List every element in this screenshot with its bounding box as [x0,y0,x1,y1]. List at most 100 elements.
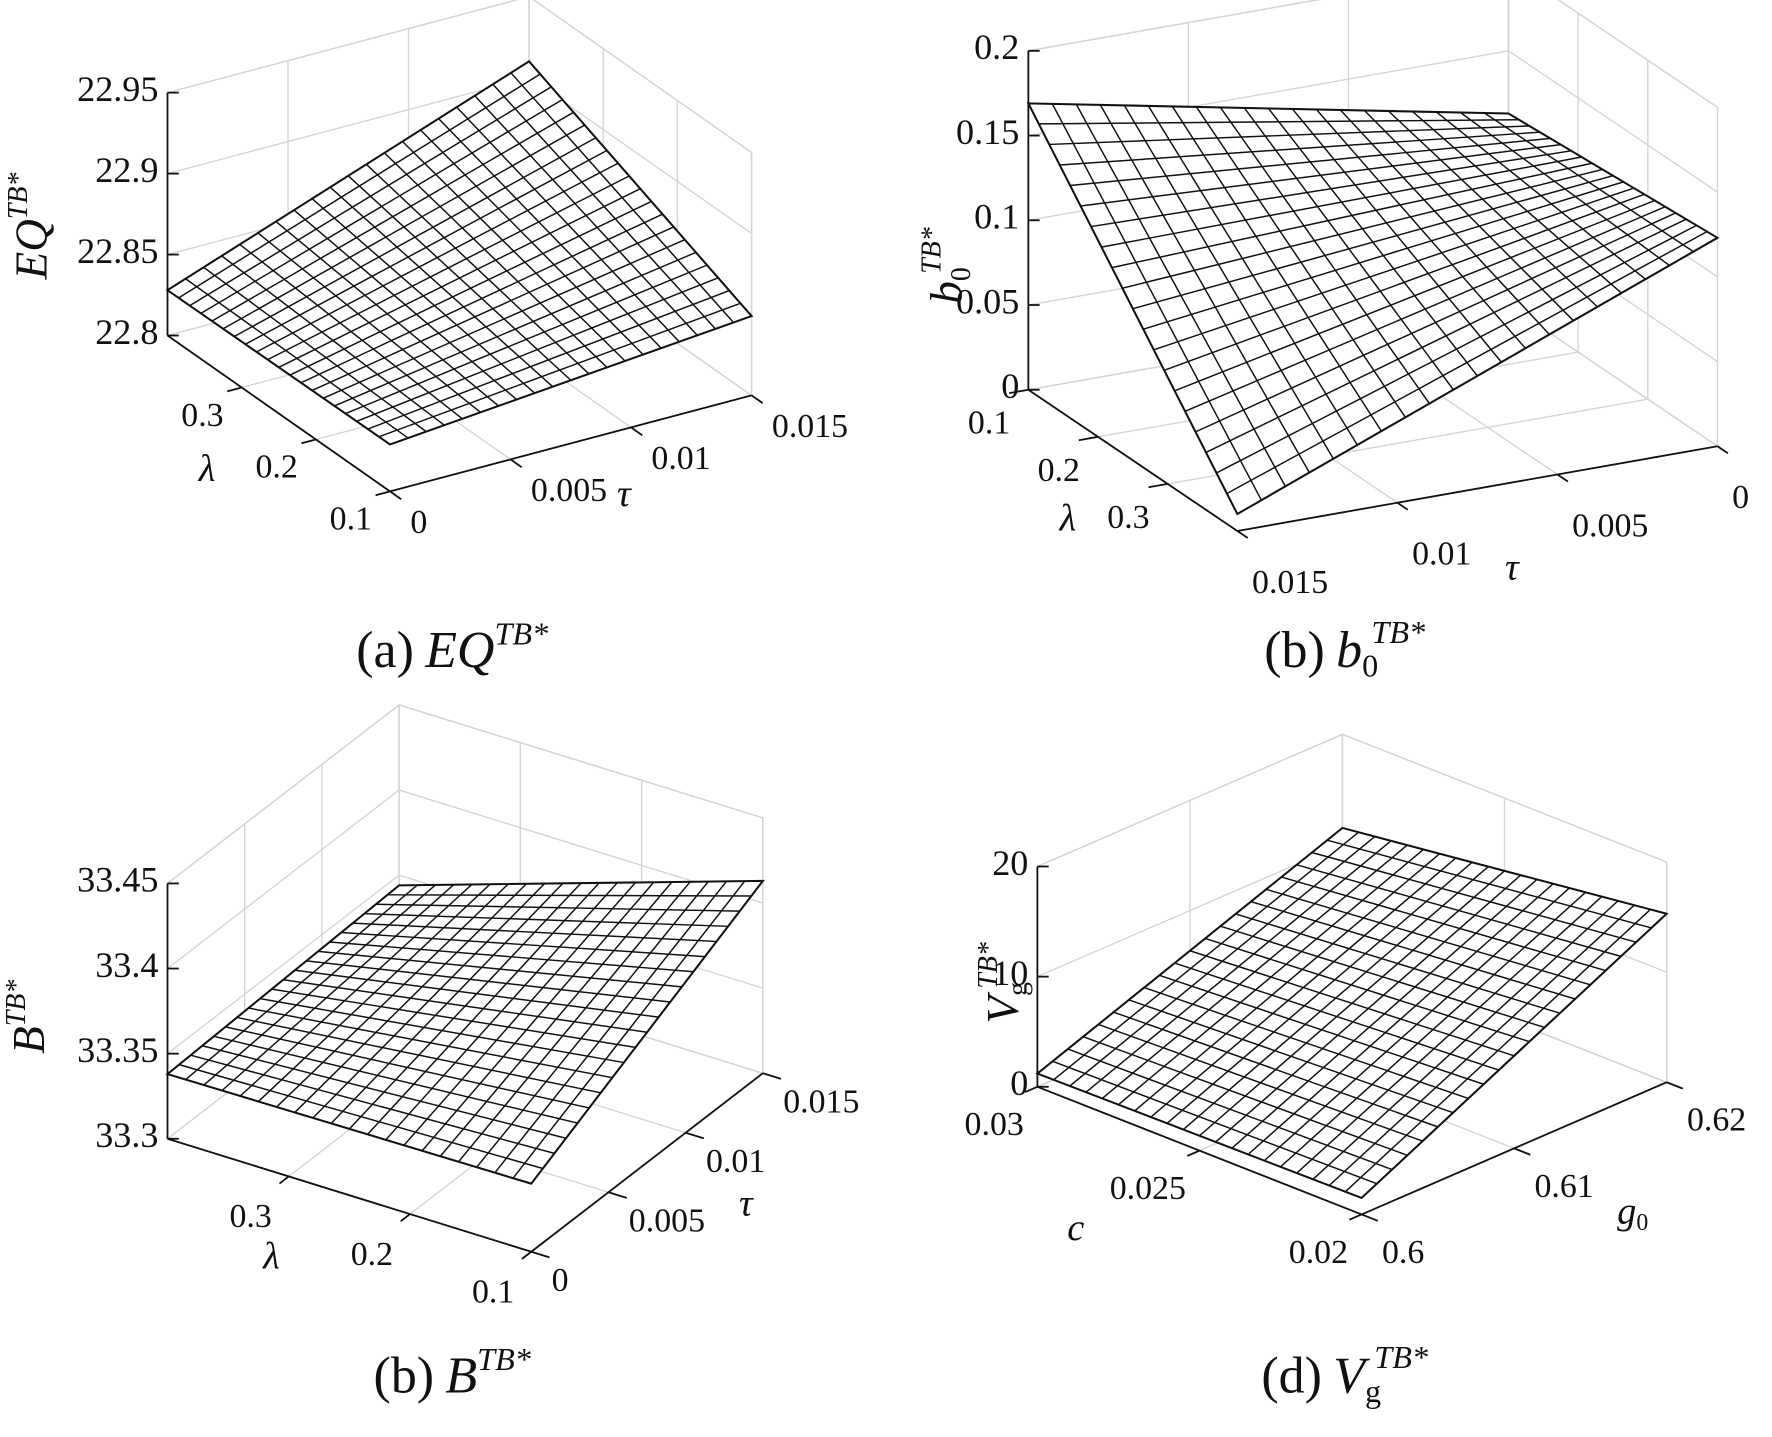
surface-chart: 00.050.10.150.200.0050.010.0150.10.20.3τ… [917,0,1749,684]
mesh-line [222,124,586,330]
z-tick-label: 0.15 [956,112,1019,152]
mesh-line [1184,206,1666,413]
x-tick [510,458,523,468]
mesh-line [1326,839,1652,929]
y-tick [301,438,317,445]
z-axis-label: VgTB* [974,942,1034,1024]
mesh-line [1311,851,1637,943]
mesh-line [1075,104,1286,487]
caption: (a) EQTB* [356,616,549,679]
surface [165,879,765,1185]
mesh-line [1296,864,1622,958]
mesh-line [1219,107,1430,404]
mesh-line [341,931,706,958]
grid-line [167,874,400,1055]
y-tick-label: 0.03 [965,1106,1024,1143]
y-tick-label: 0.025 [1110,1170,1186,1207]
x-tick [608,1191,627,1199]
mesh-line [1216,224,1697,474]
mesh-line [1143,181,1624,330]
grid-line [167,0,519,94]
mesh-line [1235,913,1561,1014]
z-tick-label: 33.4 [95,945,158,985]
mesh-line [1101,844,1408,1100]
y-axis-label: λ [262,1235,280,1277]
x-tick-label: 0.62 [1687,1102,1746,1139]
z-tick-label: 33.35 [77,1030,158,1070]
subscript: g [1365,1373,1381,1409]
z-tick-label: 33.3 [95,1115,158,1155]
z-axis-label: b0TB* [917,227,977,304]
symbol: g [1617,1190,1636,1232]
x-tick [630,426,643,436]
surface [1035,826,1669,1200]
label-prefix: (b) [374,1347,435,1404]
mesh-line [1204,937,1530,1043]
x-tick-label: 0.01 [1412,536,1471,573]
mesh-line [1123,105,1334,460]
mesh-line [1171,106,1382,432]
mesh-line [387,894,752,897]
mesh-line [1220,925,1545,1029]
x-tick-label: 0 [410,504,427,541]
x-axis-label: g0 [1617,1190,1648,1236]
x-axis [1237,445,1718,532]
y-tick [1024,1085,1038,1093]
y-axis [166,334,391,493]
x-tick [762,1072,782,1080]
mesh-line [401,140,626,362]
mesh-line [1195,212,1676,433]
mesh-line [306,960,671,1003]
caption: (d) VgTB* [1261,1340,1429,1410]
y-tick [521,1251,532,1260]
mesh-line [1147,105,1358,446]
mesh-line [420,129,644,356]
symbol: V [978,992,1028,1024]
mesh-line [383,152,608,368]
mesh-line [375,903,740,912]
symbol: B [5,1026,55,1054]
x-tick-label: 0.005 [629,1203,705,1240]
y-axis [167,1137,532,1253]
superscript: TB* [1,980,32,1027]
z-tick-label: 0.2 [974,27,1019,67]
y-tick-label: 0.02 [1289,1234,1348,1271]
y-tick-label: 0.3 [229,1198,271,1235]
subscript: 0 [947,267,978,281]
superscript: TB* [917,227,948,274]
mesh-line [211,111,574,322]
superscript: TB* [974,942,1005,989]
mesh-line [1199,870,1506,1137]
mesh-line [348,882,582,1130]
symbol: b [922,281,972,304]
mesh-line [185,884,418,1081]
x-tick [1556,473,1569,483]
mesh-line [1163,193,1645,371]
y-tick [278,1175,290,1185]
x-tick [531,1250,550,1259]
mesh-line [1069,835,1376,1087]
x-tick [1396,501,1409,511]
z-tick-label: 22.9 [95,150,158,190]
y-axis [1027,389,1238,532]
x-tick-label: 0 [1732,479,1749,516]
y-tick [1008,388,1029,395]
y-tick [400,1213,411,1222]
x-tick-label: 0.61 [1534,1168,1593,1205]
subscript: 0 [1636,1211,1648,1237]
mesh-line [256,162,619,353]
mesh-line [294,883,527,1113]
label-prefix: (d) [1261,1347,1322,1404]
superscript: TB* [477,1341,532,1377]
x-tick [1716,445,1729,455]
grid-line [1508,50,1718,193]
grid-line [532,0,752,154]
mesh-line [245,149,608,345]
mesh-line [456,106,680,343]
x-tick-label: 0.005 [1572,507,1648,544]
x-tick [1666,1081,1684,1090]
mesh-line [1182,865,1489,1131]
y-axis-label: λ [1059,498,1077,540]
